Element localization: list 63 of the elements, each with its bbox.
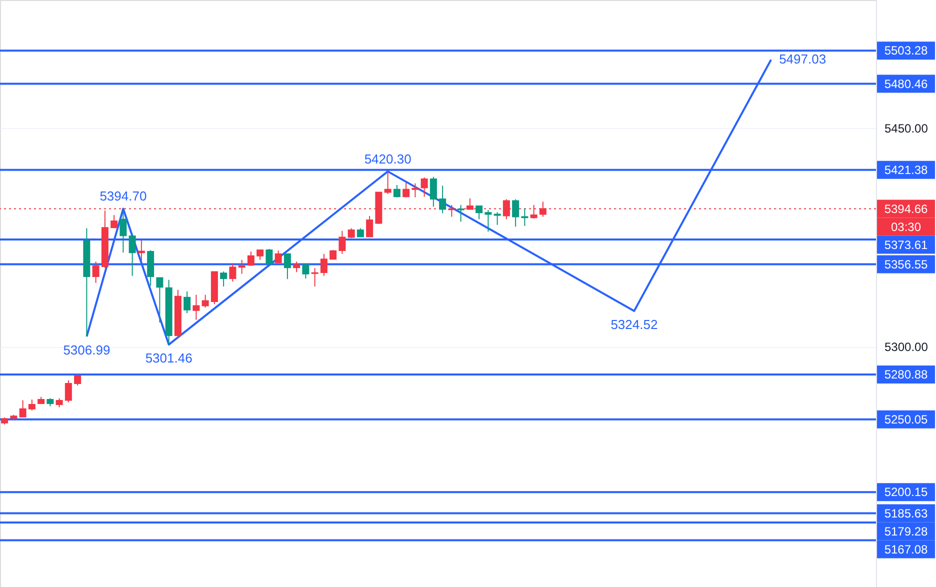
ref-line-label: 5421.38 bbox=[884, 162, 928, 177]
ref-line-label: 5280.88 bbox=[884, 368, 928, 382]
candlestick bbox=[274, 250, 282, 264]
ref-line-label: 5373.61 bbox=[884, 238, 928, 252]
candlestick bbox=[229, 262, 236, 282]
ref-line-label: 5356.55 bbox=[884, 257, 928, 272]
ref-line-label: 5200.15 bbox=[884, 485, 928, 500]
data-label: 5324.52 bbox=[610, 316, 658, 332]
candlestick bbox=[28, 399, 36, 411]
candlestick bbox=[64, 380, 72, 403]
candlestick bbox=[384, 170, 392, 195]
candlestick bbox=[56, 398, 63, 408]
candlestick bbox=[192, 294, 200, 320]
data-label: 5301.46 bbox=[145, 350, 192, 366]
ref-line-label: 5503.28 bbox=[884, 44, 928, 58]
candlestick bbox=[430, 176, 437, 208]
data-label: 5497.03 bbox=[779, 52, 826, 67]
candlestick bbox=[476, 205, 483, 220]
candlestick bbox=[284, 253, 291, 280]
text: 03:30 bbox=[890, 220, 922, 234]
data-label: 5306.99 bbox=[63, 342, 110, 358]
candlestick bbox=[457, 204, 464, 222]
ref-line-label: 5167.08 bbox=[884, 542, 928, 556]
data-label: 5420.30 bbox=[364, 151, 412, 166]
candlestick bbox=[128, 234, 136, 276]
y-tick-label: 5300.00 bbox=[884, 340, 928, 354]
candlestick bbox=[320, 253, 328, 276]
ref-line-label: 5250.05 bbox=[884, 412, 928, 426]
ref-line-label: 5185.63 bbox=[884, 506, 928, 520]
candlestick bbox=[184, 290, 191, 314]
ref-line-label: 5480.46 bbox=[884, 76, 928, 91]
candlestick bbox=[330, 249, 337, 260]
candlestick bbox=[256, 249, 264, 260]
candlestick bbox=[338, 230, 346, 254]
candlestick bbox=[110, 214, 118, 228]
candlestick bbox=[439, 185, 446, 214]
candlestick bbox=[74, 374, 82, 386]
candlestick bbox=[92, 261, 100, 284]
candlestick bbox=[402, 182, 410, 198]
candlestick bbox=[484, 210, 492, 232]
data-label: 5394.70 bbox=[100, 188, 147, 204]
candlestick bbox=[238, 259, 246, 274]
candlestick bbox=[521, 208, 528, 226]
y-tick-label: 5450.00 bbox=[884, 122, 928, 136]
candlestick bbox=[412, 182, 419, 198]
candlestick bbox=[120, 208, 127, 254]
candlestick bbox=[512, 198, 520, 228]
candlestick bbox=[202, 294, 209, 308]
ref-line-label: 5394.66 bbox=[884, 202, 928, 216]
candlestick bbox=[293, 261, 300, 273]
candlestick bbox=[494, 212, 501, 226]
candlestick bbox=[220, 271, 228, 288]
candlestick bbox=[156, 277, 164, 323]
candlestick bbox=[266, 248, 273, 264]
candlestick bbox=[247, 251, 254, 266]
ref-line-label: 5179.28 bbox=[884, 524, 928, 538]
candlestick bbox=[138, 239, 145, 262]
candlestick bbox=[420, 176, 428, 198]
candlestick bbox=[393, 184, 400, 198]
candlestick bbox=[19, 400, 26, 418]
candlestick bbox=[302, 264, 310, 279]
candlestick bbox=[311, 268, 318, 288]
candlestick bbox=[366, 216, 374, 238]
